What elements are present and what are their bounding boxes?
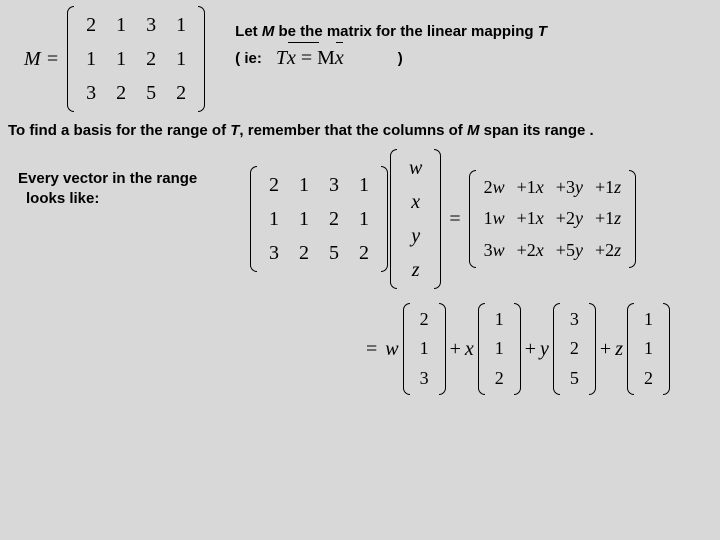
equals: =	[443, 208, 466, 231]
matrix-M-def: M = 2131 1121 3252	[24, 6, 205, 112]
result-matrix: 2w+1x+3y+1z 1w+1x+2y+1z 3w+2x+5y+2z	[469, 170, 637, 268]
paren-left-icon	[469, 170, 476, 268]
paren-right-icon	[663, 303, 670, 395]
matrix-M-table: 2131 1121 3252	[76, 8, 196, 110]
paren-left-icon	[67, 6, 74, 112]
M-equals: M =	[24, 48, 65, 71]
paren-right-icon	[439, 303, 446, 395]
matrix-product: 2131 1121 3252 w x y z = 2w+1x+3y+1z 1w+…	[250, 149, 636, 289]
paren-left-icon	[250, 166, 257, 272]
paren-left-icon	[478, 303, 485, 395]
paren-right-icon	[589, 303, 596, 395]
paren-left-icon	[390, 149, 397, 289]
paren-right-icon	[198, 6, 205, 112]
paren-right-icon	[514, 303, 521, 395]
matrix-M2: 2131 1121 3252	[250, 166, 388, 272]
colvec-3: 325	[553, 303, 596, 395]
paren-left-icon	[403, 303, 410, 395]
paren-right-icon	[381, 166, 388, 272]
colvec-1: 213	[403, 303, 446, 395]
tx-eq-mx: Tx = Mx	[276, 43, 344, 74]
range-note: Every vector in the range looks like:	[10, 149, 250, 210]
top-row: M = 2131 1121 3252 Let M be the matrix f…	[0, 0, 720, 112]
paren-right-icon	[629, 170, 636, 268]
top-line2: ( ie: Tx = Mx )	[235, 43, 547, 74]
paren-right-icon	[434, 149, 441, 289]
colvec-2: 112	[478, 303, 521, 395]
top-line1: Let M be the matrix for the linear mappi…	[235, 20, 547, 43]
matrix-M: 2131 1121 3252	[67, 6, 205, 112]
linear-combination: = w 213 + x 112 + y 325 + z 112	[0, 289, 720, 395]
vector-wxyz: w x y z	[390, 149, 441, 289]
paren-left-icon	[627, 303, 634, 395]
product-row: Every vector in the range looks like: 21…	[0, 145, 720, 289]
top-description: Let M be the matrix for the linear mappi…	[205, 6, 547, 74]
paren-left-icon	[553, 303, 560, 395]
mid-sentence: To find a basis for the range of T, reme…	[0, 112, 720, 145]
colvec-4: 112	[627, 303, 670, 395]
